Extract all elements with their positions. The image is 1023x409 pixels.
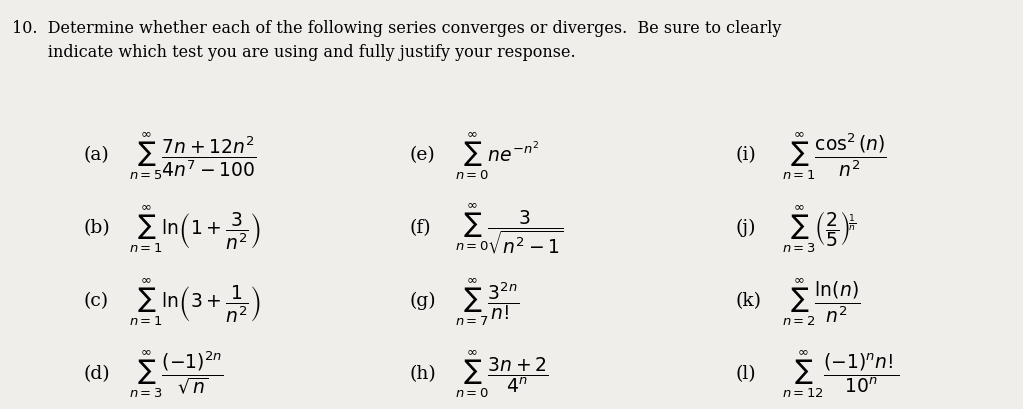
Text: $\sum_{n=1}^{\infty} \ln\!\left(3+\dfrac{1}{n^2}\right)$: $\sum_{n=1}^{\infty} \ln\!\left(3+\dfrac… bbox=[129, 275, 261, 328]
Text: indicate which test you are using and fully justify your response.: indicate which test you are using and fu… bbox=[11, 44, 575, 61]
Text: (c): (c) bbox=[83, 292, 108, 310]
Text: $\sum_{n=3}^{\infty} \dfrac{(-1)^{2n}}{\sqrt{n}}$: $\sum_{n=3}^{\infty} \dfrac{(-1)^{2n}}{\… bbox=[129, 348, 223, 400]
Text: (g): (g) bbox=[409, 292, 436, 310]
Text: (k): (k) bbox=[736, 292, 762, 310]
Text: (b): (b) bbox=[83, 219, 109, 237]
Text: $\sum_{n=5}^{\infty} \dfrac{7n+12n^2}{4n^7-100}$: $\sum_{n=5}^{\infty} \dfrac{7n+12n^2}{4n… bbox=[129, 129, 256, 182]
Text: $\sum_{n=0}^{\infty} ne^{-n^2}$: $\sum_{n=0}^{\infty} ne^{-n^2}$ bbox=[455, 129, 539, 182]
Text: $\sum_{n=2}^{\infty} \dfrac{\ln(n)}{n^2}$: $\sum_{n=2}^{\infty} \dfrac{\ln(n)}{n^2}… bbox=[782, 275, 860, 328]
Text: 10.  Determine whether each of the following series converges or diverges.  Be s: 10. Determine whether each of the follow… bbox=[11, 20, 781, 37]
Text: (l): (l) bbox=[736, 365, 757, 383]
Text: $\sum_{n=3}^{\infty} \left(\dfrac{2}{5}\right)^{\!\frac{1}{n}}$: $\sum_{n=3}^{\infty} \left(\dfrac{2}{5}\… bbox=[782, 202, 856, 255]
Text: $\sum_{n=0}^{\infty} \dfrac{3n+2}{4^n}$: $\sum_{n=0}^{\infty} \dfrac{3n+2}{4^n}$ bbox=[455, 348, 549, 400]
Text: $\sum_{n=1}^{\infty} \ln\!\left(1+\dfrac{3}{n^2}\right)$: $\sum_{n=1}^{\infty} \ln\!\left(1+\dfrac… bbox=[129, 202, 261, 255]
Text: (f): (f) bbox=[409, 219, 431, 237]
Text: $\sum_{n=0}^{\infty} \dfrac{3}{\sqrt{n^2-1}}$: $\sum_{n=0}^{\infty} \dfrac{3}{\sqrt{n^2… bbox=[455, 200, 565, 256]
Text: (e): (e) bbox=[409, 146, 435, 164]
Text: (i): (i) bbox=[736, 146, 757, 164]
Text: (a): (a) bbox=[83, 146, 108, 164]
Text: $\sum_{n=1}^{\infty} \dfrac{\cos^2(n)}{n^2}$: $\sum_{n=1}^{\infty} \dfrac{\cos^2(n)}{n… bbox=[782, 129, 887, 182]
Text: $\sum_{n=12}^{\infty} \dfrac{(-1)^n n!}{10^n}$: $\sum_{n=12}^{\infty} \dfrac{(-1)^n n!}{… bbox=[782, 348, 899, 400]
Text: (d): (d) bbox=[83, 365, 109, 383]
Text: (j): (j) bbox=[736, 219, 756, 237]
Text: $\sum_{n=7}^{\infty} \dfrac{3^{2n}}{n!}$: $\sum_{n=7}^{\infty} \dfrac{3^{2n}}{n!}$ bbox=[455, 275, 520, 328]
Text: (h): (h) bbox=[409, 365, 436, 383]
